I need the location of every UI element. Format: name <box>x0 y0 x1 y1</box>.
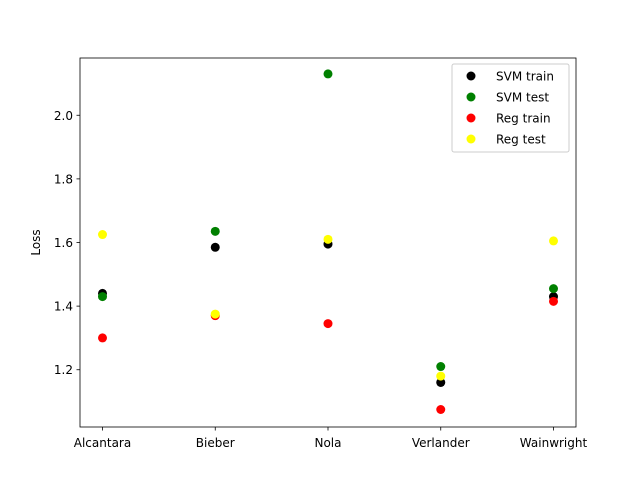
point-svm-test-verlander <box>436 362 446 372</box>
point-reg-train-verlander <box>436 405 446 415</box>
x-tick-label: Wainwright <box>520 436 588 450</box>
point-reg-train-nola <box>323 319 333 329</box>
x-tick-label: Nola <box>314 436 341 450</box>
legend-marker <box>466 71 476 81</box>
legend-marker <box>466 134 476 144</box>
point-svm-test-nola <box>323 69 333 79</box>
point-reg-test-alcantara <box>98 230 107 240</box>
x-tick-label: Verlander <box>412 436 470 450</box>
legend-marker <box>466 113 476 123</box>
point-svm-train-verlander <box>436 377 446 387</box>
y-tick-label: 1.8 <box>54 172 73 186</box>
y-tick-label: 2.0 <box>54 109 73 123</box>
point-svm-train-bieber <box>210 242 220 252</box>
x-axis: Alcantara Bieber Nola Verlander Wainwright <box>74 427 588 450</box>
legend-marker <box>466 92 476 102</box>
legend: SVM train SVM test Reg train Reg test <box>451 63 570 153</box>
y-tick-label: 1.2 <box>54 363 73 377</box>
point-reg-test-bieber <box>210 309 220 319</box>
legend-label: SVM test <box>496 91 549 105</box>
y-axis-label: Loss <box>29 229 43 255</box>
legend-label: Reg train <box>496 112 551 126</box>
point-reg-train-alcantara <box>98 333 107 343</box>
legend-label: Reg test <box>496 133 546 147</box>
point-reg-test-verlander <box>436 371 446 381</box>
y-axis: 1.2 1.4 1.6 1.8 2.0 <box>54 109 80 377</box>
legend-box <box>451 63 570 153</box>
point-svm-test-wainwright <box>549 284 558 294</box>
legend-label: SVM train <box>496 70 554 84</box>
point-reg-test-nola <box>323 234 333 244</box>
point-svm-test-alcantara <box>98 292 107 302</box>
y-tick-label: 1.4 <box>54 300 73 314</box>
x-tick-label: Bieber <box>196 436 235 450</box>
point-svm-test-bieber <box>210 226 220 236</box>
point-reg-train-wainwright <box>549 296 558 306</box>
point-reg-test-wainwright <box>549 236 558 246</box>
plot-marks <box>98 69 558 415</box>
x-tick-label: Alcantara <box>74 436 131 450</box>
y-tick-label: 1.6 <box>54 236 73 250</box>
